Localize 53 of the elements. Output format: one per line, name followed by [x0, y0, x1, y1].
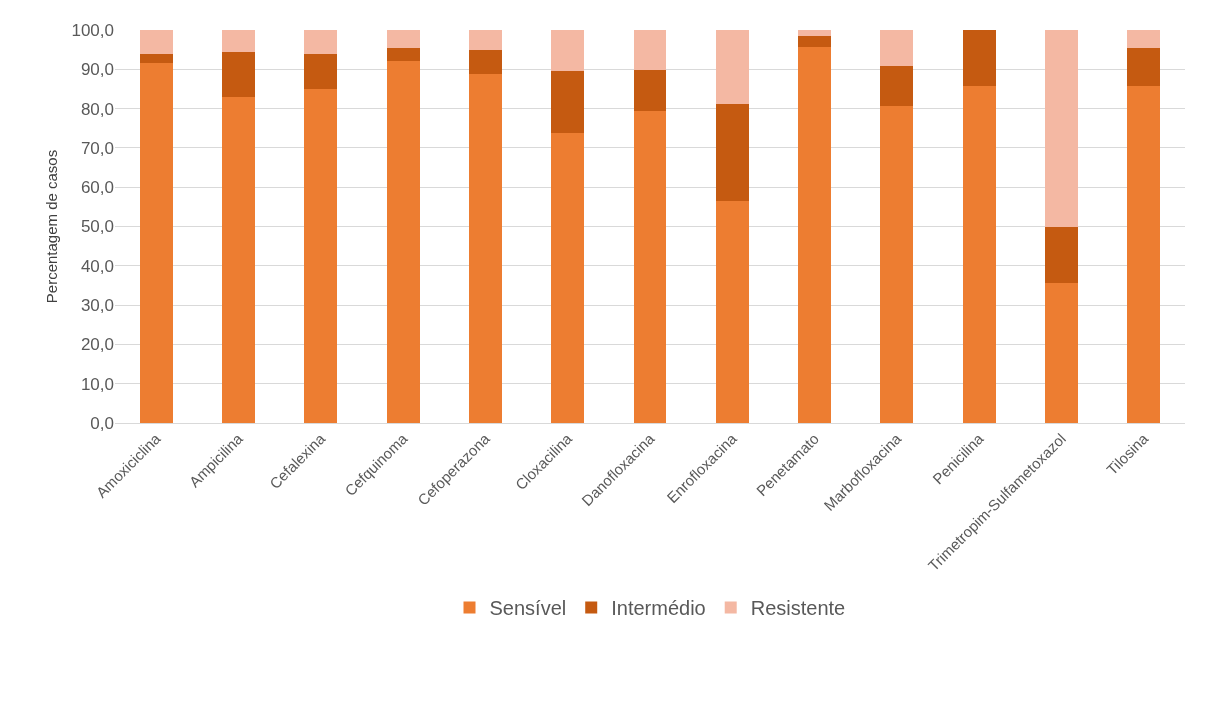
bar [304, 54, 338, 89]
bar [139, 62, 173, 423]
legend-label: Intermédio [611, 597, 706, 620]
bar [1127, 48, 1161, 86]
bar [1045, 30, 1078, 227]
bar [880, 65, 914, 107]
y-tick-label: 30,0 [80, 296, 114, 316]
bar [633, 70, 667, 111]
bar [798, 30, 832, 36]
bar [1127, 30, 1161, 49]
bar [139, 54, 173, 63]
legend-label: Sensível [489, 597, 567, 620]
bar [386, 48, 420, 62]
bar [551, 30, 585, 72]
y-axis-title: Percentagem de casos [42, 149, 60, 304]
y-tick-label: 90,0 [80, 60, 114, 80]
bar [222, 96, 255, 423]
bar [962, 85, 996, 423]
y-tick-label: 50,0 [80, 217, 114, 237]
bar [386, 61, 420, 423]
bar [468, 49, 502, 75]
bar [715, 200, 749, 423]
y-tick-label: 0,0 [90, 413, 114, 433]
bar [633, 30, 667, 71]
bar [468, 74, 502, 423]
y-tick-label: 40,0 [80, 256, 114, 276]
bar [222, 52, 255, 97]
bar [962, 30, 996, 86]
bar [633, 110, 667, 423]
bar [715, 103, 749, 201]
y-tick-label: 10,0 [80, 374, 114, 394]
bar [304, 88, 338, 423]
bar [304, 30, 338, 55]
bar [1127, 85, 1161, 423]
bar [715, 30, 749, 104]
bar [139, 30, 173, 55]
legend-label: Resistente [750, 597, 846, 620]
y-tick-label: 20,0 [80, 335, 114, 355]
bar [798, 46, 832, 423]
bar [1045, 282, 1078, 423]
bar [798, 35, 832, 47]
bar [880, 30, 914, 66]
bar [551, 71, 585, 134]
bar [880, 106, 914, 423]
bar [468, 30, 502, 50]
y-tick-label: 100,0 [71, 20, 114, 40]
y-tick-label: 70,0 [80, 138, 114, 158]
bar [551, 133, 585, 423]
bar [1045, 226, 1078, 283]
bar [386, 30, 420, 49]
y-tick-label: 80,0 [80, 99, 114, 119]
bar [222, 30, 255, 53]
y-tick-label: 60,0 [80, 178, 114, 198]
